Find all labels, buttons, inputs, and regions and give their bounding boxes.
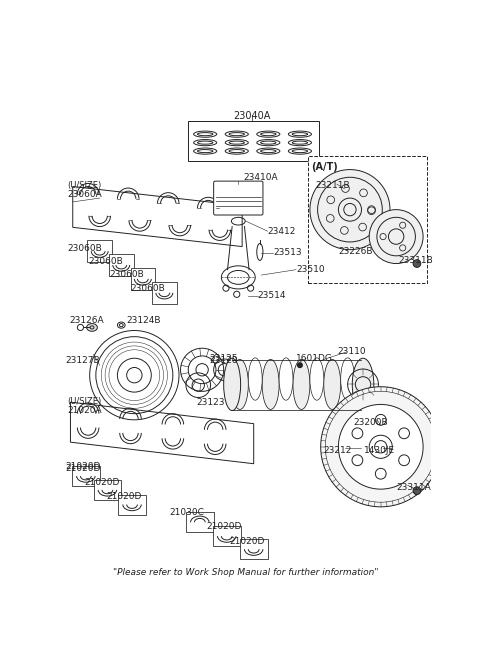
Text: 21020D: 21020D bbox=[206, 522, 241, 531]
Ellipse shape bbox=[231, 359, 248, 409]
Circle shape bbox=[413, 487, 421, 495]
FancyBboxPatch shape bbox=[152, 282, 177, 304]
Text: 23120: 23120 bbox=[209, 356, 238, 365]
Ellipse shape bbox=[324, 359, 341, 409]
Text: 23110: 23110 bbox=[337, 346, 365, 356]
Text: 23212: 23212 bbox=[323, 446, 351, 455]
FancyBboxPatch shape bbox=[87, 240, 112, 262]
Ellipse shape bbox=[224, 358, 240, 411]
Text: 21020D: 21020D bbox=[106, 492, 141, 501]
Ellipse shape bbox=[234, 291, 240, 297]
Circle shape bbox=[321, 387, 441, 507]
Ellipse shape bbox=[257, 243, 263, 260]
Circle shape bbox=[310, 170, 390, 250]
Text: 21020D: 21020D bbox=[65, 464, 100, 473]
Ellipse shape bbox=[293, 359, 310, 409]
Ellipse shape bbox=[86, 323, 97, 331]
Text: 23060B: 23060B bbox=[109, 270, 144, 279]
Text: 23060B: 23060B bbox=[88, 257, 123, 266]
Text: 23211B: 23211B bbox=[315, 181, 350, 190]
FancyBboxPatch shape bbox=[308, 155, 427, 283]
Text: 23126A: 23126A bbox=[69, 316, 104, 325]
Text: (A/T): (A/T) bbox=[312, 162, 338, 172]
Ellipse shape bbox=[279, 358, 293, 400]
Ellipse shape bbox=[355, 359, 372, 409]
Text: 23127B: 23127B bbox=[65, 356, 100, 365]
Text: 23514: 23514 bbox=[258, 291, 286, 300]
Text: (U/SIZE): (U/SIZE) bbox=[67, 397, 102, 405]
Text: 23060B: 23060B bbox=[131, 283, 165, 293]
Text: 21030C: 21030C bbox=[169, 508, 204, 518]
Text: 23513: 23513 bbox=[273, 248, 301, 257]
Ellipse shape bbox=[248, 358, 262, 400]
Circle shape bbox=[298, 363, 302, 367]
Text: (U/SIZE): (U/SIZE) bbox=[67, 181, 102, 190]
FancyBboxPatch shape bbox=[118, 495, 146, 514]
Text: 1601DG: 1601DG bbox=[296, 354, 333, 363]
Text: 23200B: 23200B bbox=[354, 417, 388, 426]
Text: 23311A: 23311A bbox=[396, 483, 431, 492]
Text: 23060A: 23060A bbox=[67, 190, 102, 199]
Ellipse shape bbox=[310, 358, 324, 400]
Text: 23311B: 23311B bbox=[398, 256, 433, 265]
Bar bbox=[188, 121, 319, 161]
Ellipse shape bbox=[341, 358, 355, 400]
Text: 23412: 23412 bbox=[267, 227, 296, 236]
FancyBboxPatch shape bbox=[109, 255, 133, 276]
Circle shape bbox=[413, 260, 421, 268]
Text: 23125: 23125 bbox=[209, 354, 238, 363]
Text: 21020D: 21020D bbox=[65, 462, 100, 471]
Text: 23123: 23123 bbox=[196, 398, 225, 407]
Circle shape bbox=[369, 210, 423, 264]
Text: 23060B: 23060B bbox=[67, 244, 102, 253]
FancyBboxPatch shape bbox=[186, 512, 214, 532]
Text: 23510: 23510 bbox=[296, 265, 324, 274]
Text: 21020A: 21020A bbox=[67, 406, 102, 415]
Circle shape bbox=[338, 405, 423, 489]
Text: 23040A: 23040A bbox=[233, 111, 271, 121]
FancyBboxPatch shape bbox=[214, 181, 263, 215]
Text: 23124B: 23124B bbox=[127, 316, 161, 325]
FancyBboxPatch shape bbox=[131, 268, 155, 290]
FancyBboxPatch shape bbox=[213, 526, 240, 546]
Text: 23410A: 23410A bbox=[244, 173, 278, 182]
Ellipse shape bbox=[352, 358, 374, 411]
Text: 21020D: 21020D bbox=[229, 537, 264, 546]
Ellipse shape bbox=[262, 359, 279, 409]
Text: 23226B: 23226B bbox=[338, 247, 373, 256]
Text: 1430JE: 1430JE bbox=[364, 446, 395, 455]
Text: 21020D: 21020D bbox=[84, 478, 120, 487]
FancyBboxPatch shape bbox=[94, 480, 121, 500]
Text: "Please refer to Work Shop Manual for further information": "Please refer to Work Shop Manual for fu… bbox=[113, 567, 379, 577]
FancyBboxPatch shape bbox=[72, 466, 100, 486]
FancyBboxPatch shape bbox=[240, 539, 267, 559]
Ellipse shape bbox=[118, 322, 125, 328]
Ellipse shape bbox=[77, 324, 84, 331]
